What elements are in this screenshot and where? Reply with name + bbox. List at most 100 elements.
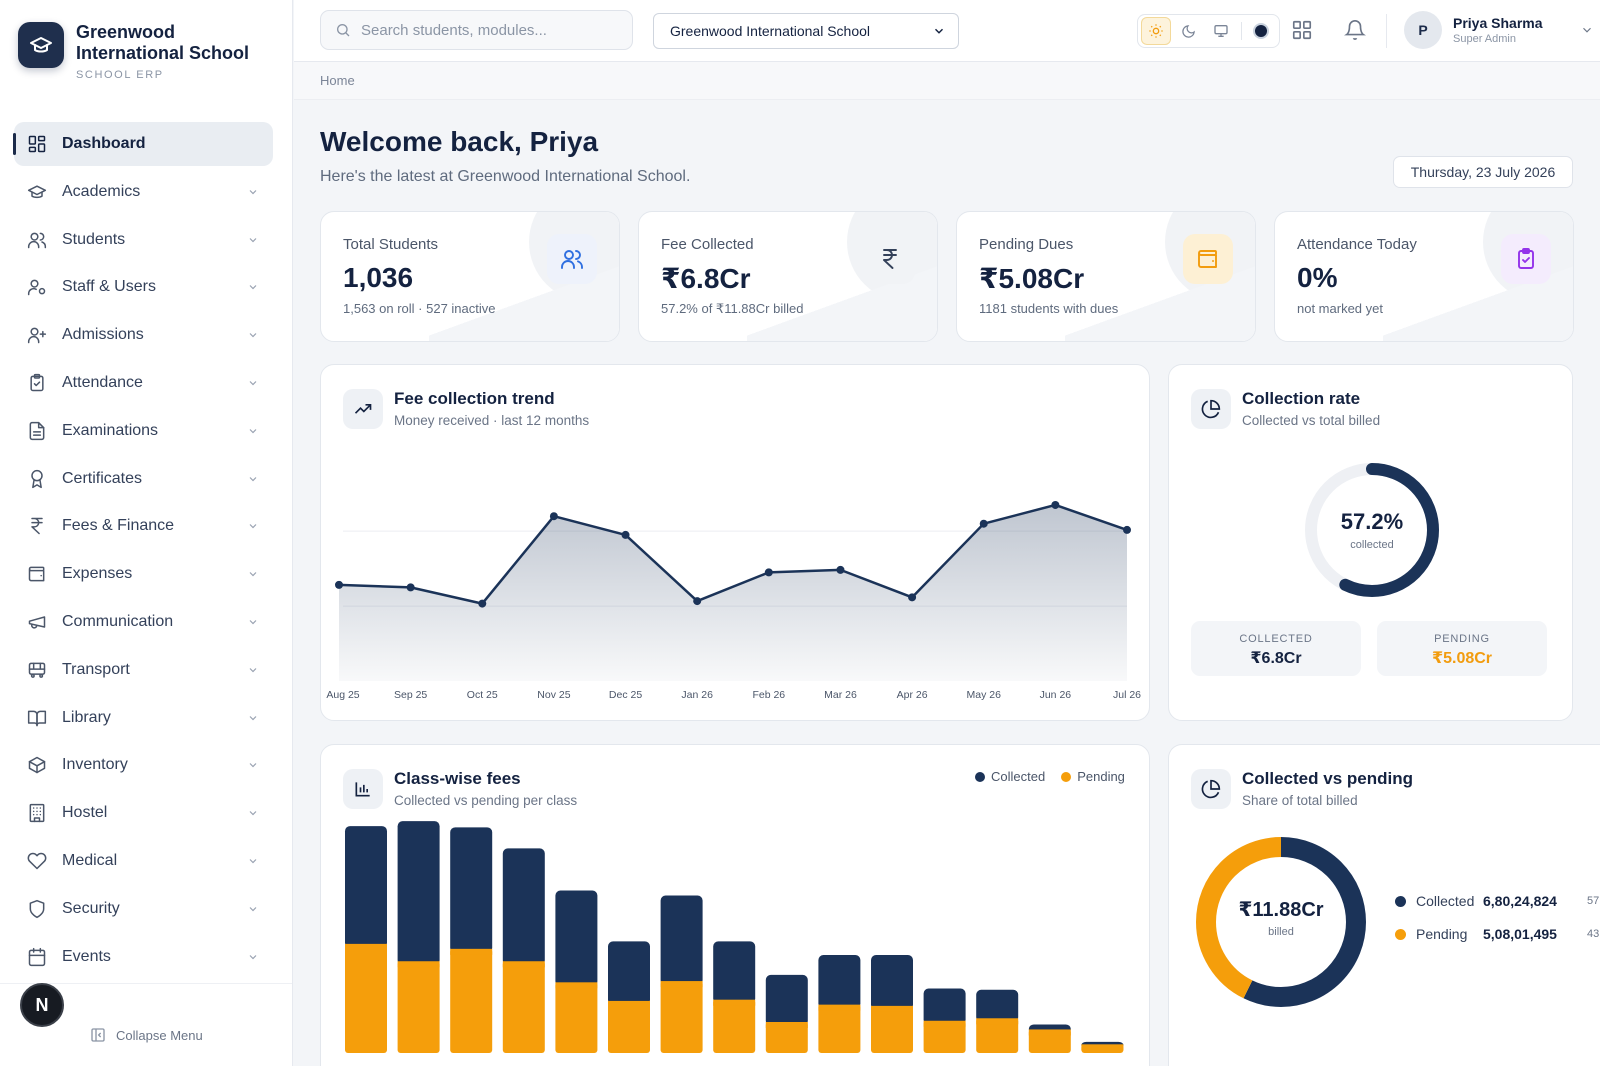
- sidebar-item-staff-users[interactable]: Staff & Users: [14, 265, 273, 309]
- bar-collected[interactable]: [608, 941, 650, 1005]
- trend-point[interactable]: [836, 565, 845, 574]
- rupee-icon: [26, 515, 48, 537]
- bar-collected[interactable]: [713, 941, 756, 1004]
- sidebar-item-examinations[interactable]: Examinations: [14, 409, 273, 453]
- sidebar-item-certificates[interactable]: Certificates: [14, 457, 273, 501]
- total-students-card[interactable]: Total Students 1,036 1,563 on roll · 527 i…: [320, 211, 620, 342]
- bar-pending[interactable]: [608, 1000, 650, 1053]
- accent-color-button[interactable]: [1246, 17, 1276, 45]
- sidebar-item-attendance[interactable]: Attendance: [14, 361, 273, 405]
- sidebar-item-events[interactable]: Events: [14, 935, 273, 979]
- kpi-subtext: 1,563 on roll · 527 inactive: [343, 301, 496, 316]
- sidebar-item-academics[interactable]: Academics: [14, 170, 273, 214]
- chart-subtitle: Collected vs total billed: [1242, 413, 1381, 428]
- bar-pending-cap: [923, 1020, 966, 1027]
- search-box[interactable]: Search students, modules...: [320, 10, 633, 50]
- trend-point[interactable]: [621, 530, 630, 539]
- bar-pending[interactable]: [976, 1018, 1019, 1053]
- trending-up-icon: [343, 389, 383, 429]
- donut-slice-pending[interactable]: [1196, 837, 1366, 1007]
- sidebar-item-label: Attendance: [62, 373, 143, 391]
- bar-pending[interactable]: [713, 999, 756, 1053]
- kpi-subtext: 57.2% of ₹11.88Cr billed: [661, 301, 804, 316]
- sidebar-item-label: Library: [62, 708, 111, 726]
- breadcrumb-home[interactable]: Home: [320, 73, 355, 88]
- bar-pending[interactable]: [871, 1005, 913, 1053]
- legend-label: Collected: [991, 769, 1046, 784]
- trend-point[interactable]: [693, 597, 702, 606]
- bar-collected[interactable]: [345, 826, 387, 948]
- bar-collected[interactable]: [818, 955, 861, 1009]
- bar-pending-cap: [1028, 1029, 1071, 1036]
- trend-point[interactable]: [1123, 525, 1131, 534]
- bar-collected[interactable]: [555, 890, 598, 987]
- trend-point[interactable]: [478, 599, 487, 608]
- sidebar-item-medical[interactable]: Medical: [14, 839, 273, 883]
- sidebar-item-library[interactable]: Library: [14, 696, 273, 740]
- bar-pending[interactable]: [818, 1004, 861, 1053]
- bar-pending-cap: [976, 1018, 1019, 1025]
- brand[interactable]: Greenwood International School SCHOOL ER…: [18, 22, 283, 81]
- x-tick-label: Sep 25: [394, 689, 427, 701]
- sidebar-item-students[interactable]: Students: [14, 218, 273, 262]
- bar-pending[interactable]: [923, 1020, 966, 1053]
- trend-point[interactable]: [549, 512, 558, 521]
- trend-point[interactable]: [908, 593, 917, 602]
- bar-pending[interactable]: [345, 943, 387, 1053]
- sidebar-item-communication[interactable]: Communication: [14, 600, 273, 644]
- sidebar-item-expenses[interactable]: Expenses: [14, 552, 273, 596]
- bar-collected[interactable]: [976, 989, 1019, 1023]
- sidebar-item-inventory[interactable]: Inventory: [14, 743, 273, 787]
- bar-collected[interactable]: [871, 955, 913, 1010]
- pie-chart-icon: [1191, 769, 1231, 809]
- fee-collected-card[interactable]: Fee Collected ₹6.8Cr 57.2% of ₹11.88Cr bil…: [638, 211, 938, 342]
- bar-pending[interactable]: [450, 948, 493, 1053]
- light-theme-button[interactable]: [1141, 17, 1171, 45]
- bar-pending[interactable]: [502, 961, 545, 1053]
- sidebar-item-transport[interactable]: Transport: [14, 648, 273, 692]
- kpi-label: Pending Dues: [979, 236, 1074, 253]
- brand-subtitle: SCHOOL ERP: [76, 69, 164, 81]
- bar-collected[interactable]: [397, 821, 440, 966]
- sidebar-item-fees-finance[interactable]: Fees & Finance: [14, 504, 273, 548]
- search-input[interactable]: Search students, modules...: [361, 21, 547, 39]
- sidebar-item-security[interactable]: Security: [14, 887, 273, 931]
- apps-grid-button[interactable]: [1291, 19, 1313, 41]
- school-select[interactable]: Greenwood International School: [653, 13, 959, 49]
- attendance-today-card[interactable]: Attendance Today 0% not marked yet: [1274, 211, 1574, 342]
- bar-pending[interactable]: [397, 961, 440, 1053]
- heart-icon: [26, 850, 48, 872]
- bar-pending[interactable]: [660, 981, 703, 1053]
- system-theme-button[interactable]: [1206, 17, 1236, 45]
- chevron-down-icon: [249, 811, 257, 816]
- bar-collected[interactable]: [502, 848, 545, 966]
- bar-collected[interactable]: [660, 895, 703, 986]
- pending-dues-card[interactable]: Pending Dues ₹5.08Cr 1181 students with du…: [956, 211, 1256, 342]
- trend-point[interactable]: [979, 519, 988, 528]
- sidebar-item-admissions[interactable]: Admissions: [14, 313, 273, 357]
- bell-icon: [1344, 20, 1366, 40]
- notifications-button[interactable]: [1344, 19, 1366, 41]
- collected-pending-donut: [1196, 837, 1366, 1007]
- x-tick-label: Dec 25: [609, 689, 642, 701]
- bar-pending[interactable]: [555, 982, 598, 1053]
- app-badge[interactable]: N: [20, 983, 64, 1027]
- bar-collected[interactable]: [765, 974, 808, 1026]
- collapse-menu-button[interactable]: Collapse Menu: [90, 1027, 203, 1043]
- trend-point[interactable]: [764, 568, 773, 577]
- user-menu[interactable]: P Priya Sharma Super Admin: [1404, 11, 1594, 49]
- x-tick-label: 8: [573, 1064, 579, 1066]
- sidebar-item-label: Transport: [62, 660, 130, 678]
- sidebar-item-hostel[interactable]: Hostel: [14, 791, 273, 835]
- bar-pending[interactable]: [765, 1022, 808, 1053]
- trend-point[interactable]: [406, 583, 415, 592]
- trend-point[interactable]: [1051, 500, 1060, 509]
- chevron-down-icon: [249, 381, 257, 386]
- sidebar-item-dashboard[interactable]: Dashboard: [13, 122, 273, 166]
- bar-collected[interactable]: [450, 827, 493, 953]
- trend-point[interactable]: [335, 580, 343, 589]
- x-tick-label: 12: [360, 1064, 372, 1066]
- dark-theme-button[interactable]: [1174, 17, 1204, 45]
- bar-collected[interactable]: [923, 988, 966, 1025]
- sidebar-item-label: Inventory: [62, 756, 128, 774]
